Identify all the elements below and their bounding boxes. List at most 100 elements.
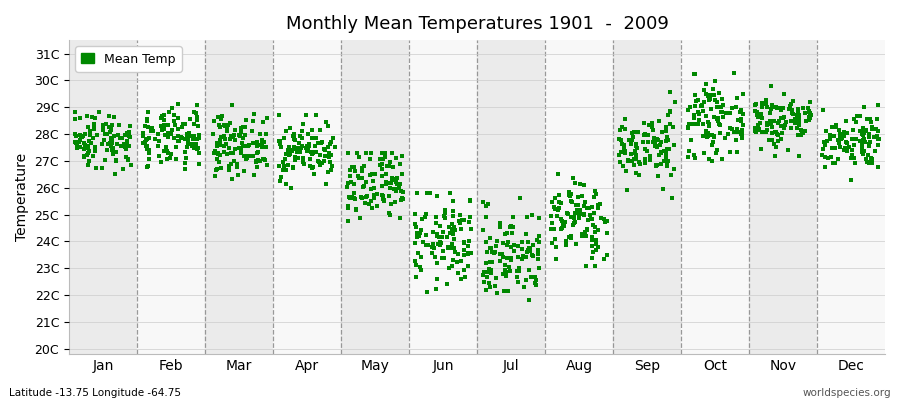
Point <box>445 240 459 247</box>
Point <box>625 141 639 147</box>
Point <box>272 138 286 144</box>
Point <box>525 252 539 258</box>
Point <box>600 217 615 224</box>
Point <box>304 135 319 141</box>
Point <box>628 148 643 154</box>
Point <box>650 144 664 150</box>
Point <box>457 247 472 253</box>
Point <box>389 155 403 162</box>
Point <box>287 136 302 142</box>
Point <box>505 214 519 220</box>
Point <box>768 152 782 159</box>
Point <box>554 226 568 232</box>
Point <box>558 219 572 225</box>
Point <box>341 150 356 156</box>
Point <box>829 122 843 128</box>
Point <box>492 220 507 227</box>
Point <box>292 132 307 139</box>
Point <box>736 91 751 97</box>
Point <box>748 108 762 114</box>
Point <box>816 107 831 113</box>
Point <box>837 147 851 153</box>
Point <box>554 200 568 206</box>
Point <box>455 216 470 223</box>
Point <box>343 195 357 201</box>
Point <box>593 201 608 207</box>
Point <box>802 109 816 116</box>
Point <box>142 155 157 162</box>
Point <box>562 192 577 199</box>
Point <box>769 129 783 135</box>
Point <box>482 284 497 290</box>
Point <box>567 214 581 220</box>
Point <box>389 188 403 194</box>
Point <box>161 134 176 140</box>
Point <box>295 135 310 142</box>
Point <box>70 143 85 150</box>
Point <box>73 114 87 121</box>
Point <box>754 110 769 117</box>
Point <box>567 220 581 226</box>
Point <box>250 164 265 171</box>
Point <box>457 252 472 258</box>
Point <box>705 142 719 148</box>
Point <box>832 133 847 139</box>
Point <box>182 130 196 136</box>
Point <box>117 141 131 147</box>
Point <box>409 262 423 268</box>
Point <box>115 134 130 141</box>
Point <box>698 91 713 97</box>
Point <box>802 108 816 114</box>
Point <box>617 116 632 122</box>
Point <box>680 107 695 113</box>
Point <box>88 144 103 150</box>
Point <box>373 162 387 169</box>
Point <box>511 279 526 286</box>
Point <box>735 111 750 117</box>
Point <box>418 213 432 220</box>
Point <box>861 134 876 140</box>
Point <box>568 218 582 225</box>
Point <box>652 152 666 158</box>
Point <box>302 143 317 150</box>
Point <box>751 127 765 134</box>
Point <box>751 114 765 120</box>
Point <box>752 126 766 132</box>
Point <box>481 274 495 280</box>
Point <box>168 143 183 150</box>
Point <box>561 211 575 218</box>
Point <box>832 131 847 137</box>
Point <box>628 143 643 149</box>
Point <box>588 262 602 269</box>
Point <box>192 134 206 141</box>
Point <box>621 158 635 165</box>
Point <box>72 144 86 151</box>
Point <box>791 152 806 159</box>
Point <box>730 126 744 132</box>
Point <box>418 232 433 238</box>
Point <box>852 113 867 119</box>
Point <box>823 131 837 138</box>
Point <box>220 126 234 132</box>
Point <box>824 145 839 152</box>
Point <box>688 112 702 118</box>
Point <box>236 134 250 141</box>
Point <box>642 122 656 128</box>
Point <box>869 116 884 122</box>
Point <box>448 226 463 233</box>
Point <box>167 112 182 118</box>
Point <box>119 154 133 160</box>
Point <box>788 120 803 126</box>
Point <box>395 196 410 202</box>
Point <box>451 251 465 258</box>
Point <box>68 116 82 122</box>
Point <box>382 163 397 169</box>
Point <box>368 171 382 177</box>
Point <box>520 246 535 253</box>
Point <box>463 197 477 203</box>
Point <box>612 136 626 142</box>
Point <box>295 128 310 134</box>
Point <box>159 156 174 162</box>
Point <box>294 143 309 149</box>
Point <box>698 81 713 87</box>
